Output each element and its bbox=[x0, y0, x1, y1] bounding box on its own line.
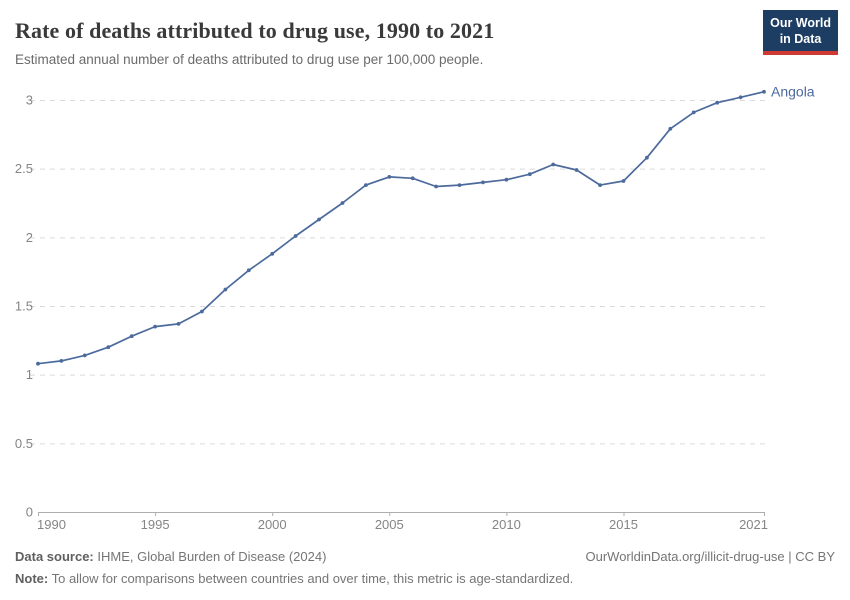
x-tick-label-2021: 2021 bbox=[739, 517, 768, 532]
x-tick-label-2000: 2000 bbox=[258, 517, 287, 532]
note-line: Note: To allow for comparisons between c… bbox=[15, 568, 835, 590]
data-point-angola-2012[interactable] bbox=[551, 162, 556, 167]
data-point-angola-1996[interactable] bbox=[176, 322, 181, 326]
data-point-angola-1992[interactable] bbox=[82, 353, 87, 358]
chart-title: Rate of deaths attributed to drug use, 1… bbox=[15, 18, 495, 43]
data-point-angola-1995[interactable] bbox=[153, 324, 158, 329]
data-point-angola-2019[interactable] bbox=[715, 100, 720, 105]
attribution-link[interactable]: OurWorldinData.org/illicit-drug-use | CC… bbox=[585, 549, 836, 564]
owid-logo-line1: Our World bbox=[770, 16, 831, 30]
data-point-angola-2018[interactable] bbox=[691, 110, 696, 115]
data-point-angola-2001[interactable] bbox=[293, 234, 298, 238]
data-point-angola-2015[interactable] bbox=[621, 179, 626, 183]
x-tick-label-2005: 2005 bbox=[375, 517, 404, 532]
data-point-angola-1997[interactable] bbox=[200, 309, 204, 314]
x-tick-label-2010: 2010 bbox=[492, 517, 521, 532]
data-point-angola-2020[interactable] bbox=[738, 95, 743, 100]
data-source-text: IHME, Global Burden of Disease (2024) bbox=[93, 549, 327, 564]
data-point-angola-2021[interactable] bbox=[762, 89, 766, 94]
data-point-angola-2013[interactable] bbox=[574, 168, 579, 172]
data-point-angola-2007[interactable] bbox=[434, 184, 438, 189]
data-point-angola-2005[interactable] bbox=[387, 175, 392, 179]
y-tick-label-0: 0 bbox=[26, 505, 33, 520]
data-point-angola-2009[interactable] bbox=[481, 180, 485, 185]
y-tick-label-0.5: 0.5 bbox=[15, 436, 33, 451]
owid-logo[interactable]: Our World in Data bbox=[763, 10, 838, 56]
y-tick-label-2: 2 bbox=[26, 230, 33, 245]
data-point-angola-2004[interactable] bbox=[364, 183, 368, 188]
series-end-label-angola[interactable]: Angola bbox=[771, 83, 815, 99]
data-point-angola-1991[interactable] bbox=[59, 359, 64, 363]
data-point-angola-2003[interactable] bbox=[340, 201, 345, 205]
data-point-angola-1994[interactable] bbox=[129, 334, 134, 339]
data-point-angola-1993[interactable] bbox=[106, 345, 111, 350]
x-tick-label-2015: 2015 bbox=[609, 517, 638, 532]
data-point-angola-2002[interactable] bbox=[317, 217, 321, 222]
note-text: To allow for comparisons between countri… bbox=[48, 571, 574, 586]
data-point-angola-2008[interactable] bbox=[457, 183, 462, 188]
chart-subtitle: Estimated annual number of deaths attrib… bbox=[15, 52, 484, 67]
chart-footer: Data source: IHME, Global Burden of Dise… bbox=[15, 546, 835, 590]
data-point-angola-1990[interactable] bbox=[36, 361, 40, 366]
data-point-angola-2011[interactable] bbox=[527, 172, 532, 177]
series-line-angola[interactable] bbox=[37, 90, 765, 365]
y-tick-label-1.5: 1.5 bbox=[15, 299, 33, 314]
owid-logo-line2: in Data bbox=[779, 31, 822, 46]
data-point-angola-2010[interactable] bbox=[504, 177, 509, 182]
data-point-angola-2016[interactable] bbox=[645, 155, 649, 160]
data-source-label: Data source: bbox=[15, 549, 94, 564]
y-tick-label-1: 1 bbox=[26, 367, 33, 382]
y-tick-label-3: 3 bbox=[26, 93, 33, 108]
note-label: Note: bbox=[15, 571, 49, 586]
data-point-angola-2006[interactable] bbox=[410, 176, 415, 181]
data-point-angola-1999[interactable] bbox=[246, 268, 251, 273]
x-tick-label-1990: 1990 bbox=[37, 517, 66, 532]
data-source-line: Data source: IHME, Global Burden of Dise… bbox=[15, 546, 835, 568]
data-point-angola-2014[interactable] bbox=[598, 183, 602, 188]
x-tick-label-1995: 1995 bbox=[141, 517, 170, 532]
data-point-angola-1998[interactable] bbox=[223, 287, 228, 292]
data-point-angola-2017[interactable] bbox=[668, 126, 673, 131]
data-point-angola-2000[interactable] bbox=[270, 251, 275, 256]
y-tick-label-2.5: 2.5 bbox=[15, 161, 33, 176]
